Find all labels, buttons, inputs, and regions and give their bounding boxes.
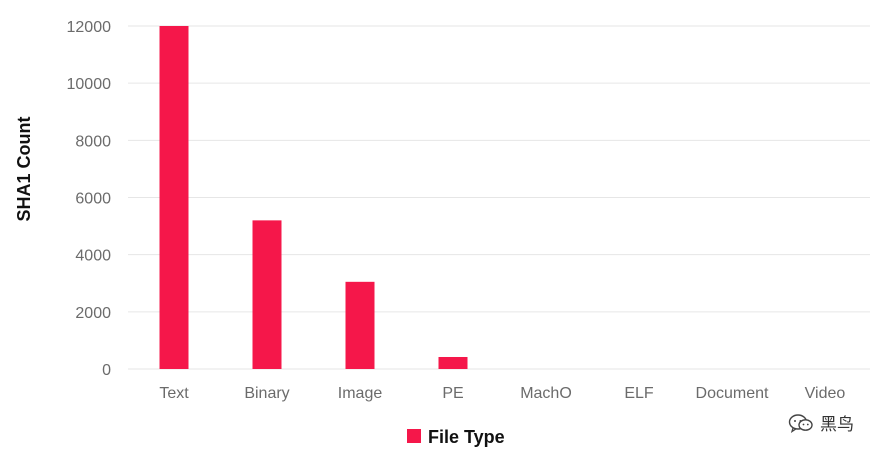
- bar-text: [159, 26, 189, 369]
- x-tick-label: ELF: [624, 385, 654, 402]
- x-tick-label: Video: [805, 385, 846, 402]
- y-tick-label: 10000: [67, 76, 112, 93]
- wechat-icon: [788, 413, 813, 433]
- bar-pe: [438, 356, 468, 369]
- y-axis-ticks: 0 2000 4000 6000 8000 10000 12000: [67, 19, 112, 379]
- y-tick-label: 0: [102, 362, 111, 379]
- x-tick-label: Document: [696, 385, 769, 402]
- watermark: 黑鸟: [788, 410, 854, 435]
- y-axis-title: SHA1 Count: [14, 117, 34, 222]
- x-tick-label: MachO: [520, 385, 572, 402]
- x-tick-label: PE: [442, 385, 463, 402]
- y-tick-label: 2000: [75, 305, 111, 322]
- gridlines: [128, 25, 870, 370]
- y-tick-label: 4000: [75, 248, 111, 265]
- watermark-text: 黑鸟: [820, 415, 854, 435]
- bars: [159, 26, 468, 369]
- legend-swatch: [407, 429, 421, 443]
- y-tick-label: 12000: [67, 19, 112, 36]
- y-tick-label: 8000: [75, 133, 111, 150]
- x-axis-ticks: Text Binary Image PE MachO ELF Document Video: [159, 385, 845, 402]
- legend[interactable]: File Type: [407, 427, 505, 447]
- legend-label: File Type: [428, 427, 505, 447]
- x-tick-label: Text: [159, 385, 189, 402]
- bar-binary: [252, 220, 282, 369]
- bar-image: [345, 281, 375, 369]
- y-tick-label: 6000: [75, 191, 111, 208]
- x-tick-label: Image: [338, 385, 383, 402]
- x-tick-label: Binary: [244, 385, 289, 402]
